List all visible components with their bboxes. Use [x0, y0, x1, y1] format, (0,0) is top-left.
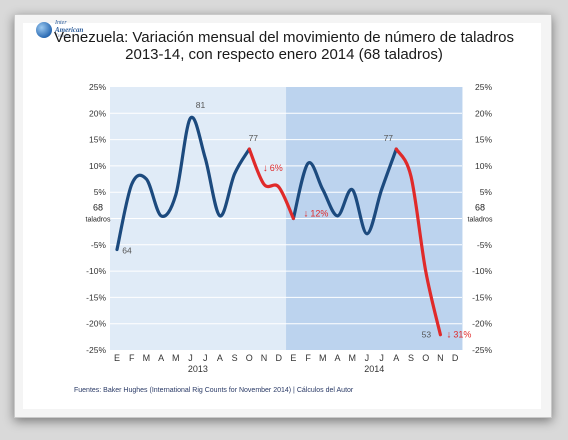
- y-tick-label-right: -5%: [477, 240, 493, 250]
- y-tick-label-left: 20%: [89, 108, 106, 118]
- y-tick-label-left: -10%: [86, 266, 106, 276]
- x-tick-label: M: [319, 353, 327, 363]
- x-tick-label: N: [261, 353, 268, 363]
- x-tick-label: M: [143, 353, 151, 363]
- logo-line-3: Trends: [55, 34, 69, 39]
- year-label: 2014: [364, 364, 384, 374]
- y-tick-label-right: 5%: [480, 187, 493, 197]
- change-label: 6%: [270, 163, 283, 173]
- x-tick-label: O: [422, 353, 429, 363]
- x-tick-label: M: [172, 353, 180, 363]
- y-tick-label-right: 25%: [475, 82, 492, 92]
- point-label: 77: [249, 133, 259, 143]
- x-tick-label: A: [393, 353, 399, 363]
- point-label: 53: [422, 330, 432, 340]
- x-tick-label: E: [290, 353, 296, 363]
- series-line-red: [394, 147, 442, 337]
- x-tick-label: A: [334, 353, 340, 363]
- point-label: 81: [196, 100, 206, 110]
- y-tick-label-left: -5%: [91, 240, 107, 250]
- globe-icon: [36, 22, 52, 38]
- series-line-blue: [115, 115, 251, 252]
- year-label: 2013: [188, 364, 208, 374]
- change-label: 31%: [453, 330, 471, 340]
- chart-title-line-1: Venezuela: Variación mensual del movimie…: [54, 29, 514, 46]
- y-tick-label-right: -15%: [472, 292, 492, 302]
- y-tick-label-left: -25%: [86, 345, 106, 355]
- down-arrow-icon: ↓: [303, 209, 308, 220]
- x-tick-label: J: [365, 353, 370, 363]
- baseline-label-right-unit: taladros: [468, 217, 493, 224]
- change-label: 12%: [310, 209, 328, 219]
- x-tick-label: S: [232, 353, 238, 363]
- y-tick-label-left: 25%: [89, 82, 106, 92]
- y-tick-label-right: -20%: [472, 319, 492, 329]
- x-tick-label: N: [437, 353, 444, 363]
- x-tick-label: S: [408, 353, 414, 363]
- chart-title: Venezuela: Variación mensual del movimie…: [11, 29, 557, 63]
- y-tick-label-left: 5%: [94, 187, 107, 197]
- x-tick-label: F: [305, 353, 311, 363]
- point-label: 77: [384, 133, 394, 143]
- x-tick-label: O: [246, 353, 253, 363]
- down-arrow-icon: ↓: [263, 163, 268, 174]
- series-line-red: [247, 147, 295, 221]
- baseline-label-left-unit: taladros: [86, 217, 111, 224]
- x-tick-label: J: [188, 353, 193, 363]
- source-note: Fuentes: Baker Hughes (International Rig…: [74, 387, 354, 394]
- x-tick-label: A: [158, 353, 164, 363]
- series-line-blue: [291, 147, 398, 236]
- x-tick-label: M: [348, 353, 356, 363]
- baseline-label-right-number: 68: [475, 203, 485, 213]
- point-label: 64: [122, 246, 132, 256]
- y-tick-label-left: 15%: [89, 135, 106, 145]
- y-tick-label-left: -20%: [86, 319, 106, 329]
- y-tick-label-right: -10%: [472, 266, 492, 276]
- y-tick-label-right: 20%: [475, 108, 492, 118]
- y-tick-label-left: 10%: [89, 161, 106, 171]
- y-tick-label-right: 10%: [475, 161, 492, 171]
- y-tick-label-right: -25%: [472, 345, 492, 355]
- logo-line-1: Inter: [55, 20, 67, 26]
- logo-line-2: American: [55, 26, 84, 34]
- y-tick-label-left: -15%: [86, 292, 106, 302]
- chart-title-line-2: 2013-14, con respecto enero 2014 (68 tal…: [125, 46, 443, 63]
- baseline-label-left-number: 68: [93, 203, 103, 213]
- x-tick-label: D: [452, 353, 459, 363]
- y-tick-label-right: 15%: [475, 135, 492, 145]
- x-tick-label: F: [129, 353, 135, 363]
- x-tick-label: J: [379, 353, 384, 363]
- x-tick-label: E: [114, 353, 120, 363]
- x-tick-label: J: [203, 353, 208, 363]
- brand-logo: Inter American Trends: [36, 20, 106, 42]
- x-tick-label: A: [217, 353, 223, 363]
- down-arrow-icon: ↓: [446, 330, 451, 341]
- x-tick-label: D: [275, 353, 282, 363]
